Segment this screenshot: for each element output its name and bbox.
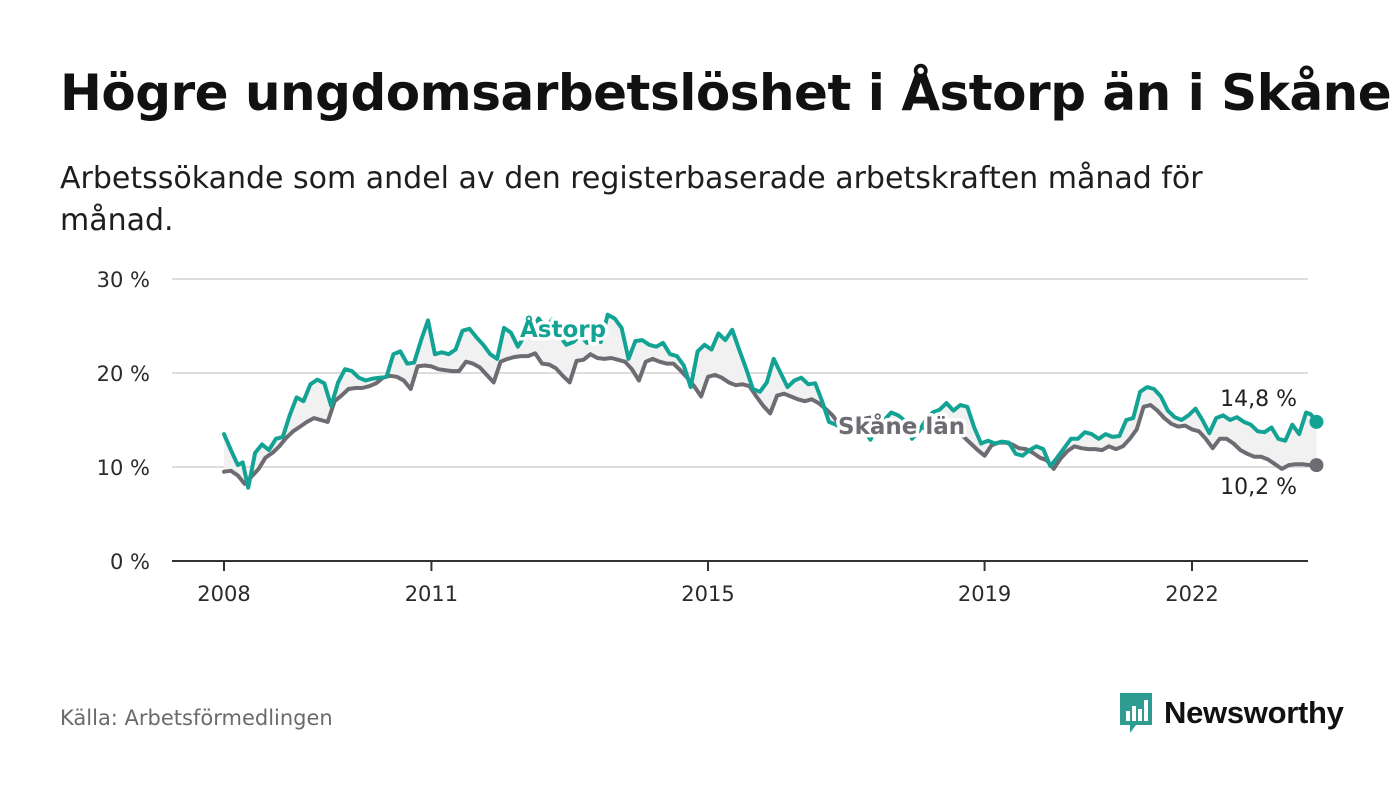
series-label-astorp: Åstorp [520, 315, 606, 343]
series-line-astorp [222, 312, 1319, 490]
y-tick-label: 20 % [97, 362, 150, 386]
series-label-skane-halo: Skåne län [838, 413, 965, 440]
brand-name: Newsworthy [1164, 695, 1344, 730]
series-lines [222, 312, 1319, 490]
chart-subtitle: Arbetssökande som andel av den registerb… [60, 161, 1203, 238]
x-tick-label: 2019 [958, 582, 1011, 606]
x-tick-label: 2022 [1165, 582, 1218, 606]
end-label-skane: 10,2 % [1220, 475, 1297, 500]
x-tick-label: 2011 [405, 582, 458, 606]
series-line-skane [222, 351, 1319, 486]
end-point-skane [1309, 458, 1324, 473]
newsworthy-logo-icon [1120, 693, 1152, 733]
y-tick-label: 10 % [97, 456, 150, 480]
y-tick-label: 30 % [97, 268, 150, 292]
gap-area-layer [224, 314, 1317, 488]
gap-area [224, 314, 1317, 488]
end-label-astorp: 14,8 % [1220, 387, 1297, 412]
series-label-skane: Skåne län [838, 413, 965, 440]
series-label-astorp-halo: Åstorp [520, 315, 606, 343]
brand-logo[interactable]: Newsworthy [1118, 690, 1344, 736]
end-point-astorp [1309, 414, 1324, 429]
chart-title: Högre ungdomsarbetslöshet i Åstorp än i … [60, 64, 1392, 122]
source-note: Källa: Arbetsförmedlingen [60, 706, 333, 730]
axes: 0 % 10 % 20 % 30 % 2008 2011 2015 2019 2022 [97, 268, 1308, 606]
line-chart: 0 % 10 % 20 % 30 % 2008 2011 2015 2019 2022 14,8… [97, 268, 1324, 606]
y-tick-label: 0 % [110, 550, 150, 574]
x-tick-label: 2008 [197, 582, 250, 606]
x-tick-label: 2015 [681, 582, 734, 606]
